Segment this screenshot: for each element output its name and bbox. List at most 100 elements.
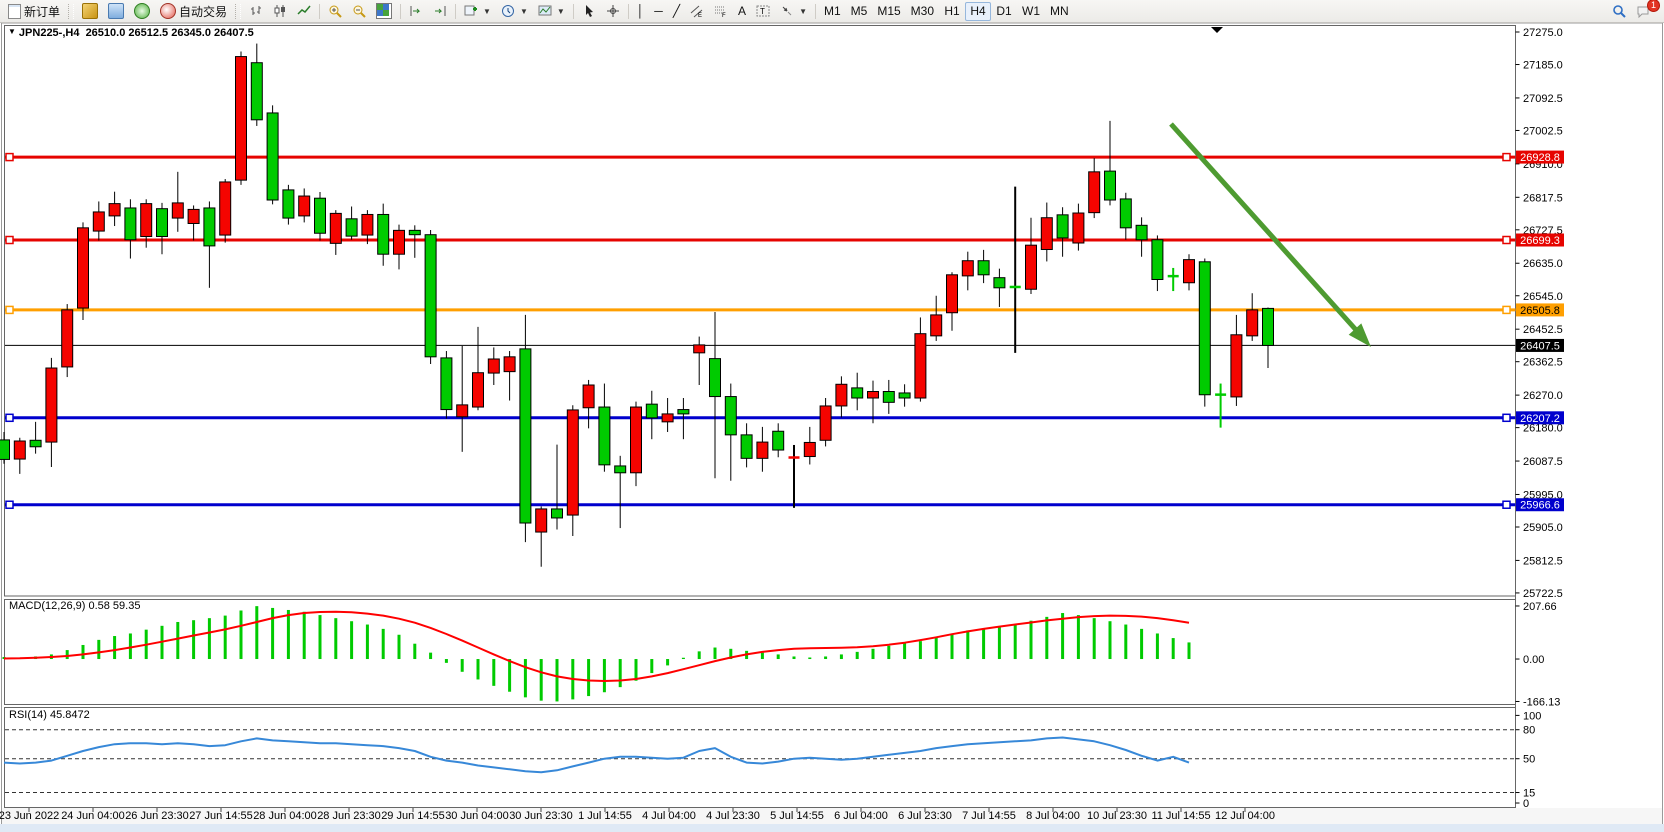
new-order-icon bbox=[8, 3, 21, 19]
caret-down-icon: ▼ bbox=[556, 6, 565, 16]
svg-text:26928.8: 26928.8 bbox=[1520, 152, 1560, 164]
chart-window[interactable]: 27275.0 27185.0 27092.5 27002.5 26910.0 26817… bbox=[0, 22, 1664, 832]
svg-text:27092.5: 27092.5 bbox=[1523, 93, 1563, 105]
svg-text:26 Jun 23:30: 26 Jun 23:30 bbox=[125, 810, 189, 822]
chart-canvas[interactable]: 27275.027185.027092.527002.526910.026817… bbox=[0, 22, 1664, 832]
timeframe-M1[interactable]: M1 bbox=[819, 2, 846, 21]
timeframe-D1[interactable]: D1 bbox=[991, 2, 1017, 21]
search-icon bbox=[1613, 5, 1626, 18]
svg-text:E: E bbox=[698, 13, 702, 18]
templates-button[interactable]: ▼ bbox=[533, 2, 570, 21]
candlestick-chart-button[interactable] bbox=[268, 2, 292, 21]
svg-text:25812.5: 25812.5 bbox=[1523, 555, 1563, 567]
svg-text:26452.5: 26452.5 bbox=[1523, 324, 1563, 336]
svg-text:0.00: 0.00 bbox=[1523, 654, 1544, 666]
zoom-out-button[interactable] bbox=[347, 2, 371, 21]
svg-text:27002.5: 27002.5 bbox=[1523, 125, 1563, 137]
svg-text:10 Jul 23:30: 10 Jul 23:30 bbox=[1087, 810, 1147, 822]
tile-windows-icon bbox=[376, 3, 393, 19]
svg-text:28 Jun 04:00: 28 Jun 04:00 bbox=[253, 810, 317, 822]
svg-text:0: 0 bbox=[1523, 798, 1529, 810]
timeframe-M30[interactable]: M30 bbox=[906, 2, 939, 21]
add-indicator-button[interactable]: ▼ bbox=[459, 2, 496, 21]
svg-text:1 Jul 14:55: 1 Jul 14:55 bbox=[578, 810, 632, 822]
periods-button[interactable]: ▼ bbox=[496, 2, 533, 21]
profiles-button[interactable] bbox=[77, 2, 103, 21]
svg-text:26270.0: 26270.0 bbox=[1523, 390, 1563, 402]
svg-text:26087.5: 26087.5 bbox=[1523, 456, 1563, 468]
zoom-out-icon bbox=[353, 5, 366, 18]
zoom-in-button[interactable] bbox=[323, 2, 347, 21]
add-indicator-icon bbox=[464, 5, 478, 16]
fibonacci-button[interactable]: F bbox=[709, 2, 733, 21]
svg-text:-166.13: -166.13 bbox=[1523, 696, 1560, 708]
bar-chart-icon bbox=[251, 6, 262, 15]
timeframe-M15[interactable]: M15 bbox=[872, 2, 905, 21]
text-label-icon: T bbox=[756, 5, 770, 17]
timeframe-group: M1 M5 M15 M30 H1 H4 D1 W1 MN bbox=[819, 1, 1074, 21]
toolbar-grip bbox=[68, 3, 75, 19]
text-icon: A bbox=[738, 4, 747, 18]
auto-scroll-icon bbox=[410, 6, 421, 16]
timeframe-H1[interactable]: H1 bbox=[939, 2, 965, 21]
toolbar-separator bbox=[455, 3, 457, 19]
symbol-dropdown-icon[interactable]: ▼ bbox=[8, 27, 16, 36]
notifications-button[interactable]: 1 bbox=[1631, 0, 1660, 21]
caret-down-icon: ▼ bbox=[519, 6, 528, 16]
search-button[interactable] bbox=[1607, 2, 1631, 21]
toolbar: 新订单 自动交易 ▼ ▼ ▼ │ ─ ╱ E F bbox=[0, 0, 1664, 23]
svg-text:25722.5: 25722.5 bbox=[1523, 588, 1563, 600]
bar-chart-button[interactable] bbox=[244, 2, 268, 21]
svg-text:26545.0: 26545.0 bbox=[1523, 291, 1563, 303]
svg-text:15: 15 bbox=[1523, 788, 1535, 800]
new-order-button[interactable]: 新订单 bbox=[3, 2, 65, 21]
vertical-line-icon: │ bbox=[636, 4, 645, 18]
line-chart-button[interactable] bbox=[292, 2, 316, 21]
auto-scroll-button[interactable] bbox=[404, 2, 428, 21]
toolbar-grip bbox=[235, 3, 242, 19]
svg-text:4 Jul 04:00: 4 Jul 04:00 bbox=[642, 810, 696, 822]
caret-down-icon: ▼ bbox=[799, 6, 807, 16]
text-button[interactable]: A bbox=[733, 2, 751, 21]
text-label-button[interactable]: T bbox=[751, 2, 775, 21]
notification-badge: 1 bbox=[1646, 0, 1660, 12]
toolbar-separator bbox=[319, 3, 321, 19]
new-order-label: 新订单 bbox=[24, 4, 61, 19]
toolbar-separator bbox=[627, 3, 629, 19]
macd-label: MACD(12,26,9) 0.58 59.35 bbox=[9, 600, 141, 612]
toolbar-separator bbox=[814, 3, 816, 19]
tile-windows-button[interactable] bbox=[371, 2, 397, 21]
svg-text:80: 80 bbox=[1523, 725, 1535, 737]
navigator-button[interactable] bbox=[129, 2, 155, 21]
timeframe-W1[interactable]: W1 bbox=[1017, 2, 1045, 21]
svg-text:27275.0: 27275.0 bbox=[1523, 27, 1563, 39]
cursor-button[interactable] bbox=[577, 2, 601, 21]
auto-trading-label: 自动交易 bbox=[179, 4, 228, 19]
clock-icon bbox=[501, 5, 514, 17]
timeframe-M5[interactable]: M5 bbox=[846, 2, 873, 21]
svg-text:27 Jun 14:55: 27 Jun 14:55 bbox=[189, 810, 253, 822]
svg-text:26407.5: 26407.5 bbox=[1520, 340, 1560, 352]
vertical-line-button[interactable]: │ bbox=[632, 2, 650, 21]
svg-text:207.66: 207.66 bbox=[1523, 601, 1557, 613]
horizontal-line-button[interactable]: ─ bbox=[649, 2, 668, 21]
svg-text:26180.0: 26180.0 bbox=[1523, 423, 1563, 435]
crosshair-button[interactable] bbox=[601, 2, 625, 21]
svg-text:T: T bbox=[760, 7, 765, 16]
toolbar-separator bbox=[400, 3, 402, 19]
navigator-icon bbox=[134, 3, 151, 19]
market-watch-button[interactable] bbox=[103, 2, 129, 21]
svg-text:30 Jun 23:30: 30 Jun 23:30 bbox=[509, 810, 573, 822]
svg-text:26817.5: 26817.5 bbox=[1523, 192, 1563, 204]
chart-shift-icon bbox=[435, 6, 446, 16]
timeframe-H4[interactable]: H4 bbox=[965, 1, 992, 21]
trendline-icon: ╱ bbox=[672, 4, 681, 18]
chart-shift-button[interactable] bbox=[428, 2, 452, 21]
template-icon bbox=[538, 5, 552, 16]
trendline-button[interactable]: ╱ bbox=[668, 2, 685, 21]
auto-trading-button[interactable]: 自动交易 bbox=[155, 2, 232, 21]
channel-button[interactable]: E bbox=[685, 2, 709, 21]
arrows-button[interactable]: ▼ bbox=[775, 2, 812, 21]
profiles-icon bbox=[82, 3, 99, 19]
timeframe-MN[interactable]: MN bbox=[1045, 2, 1074, 21]
